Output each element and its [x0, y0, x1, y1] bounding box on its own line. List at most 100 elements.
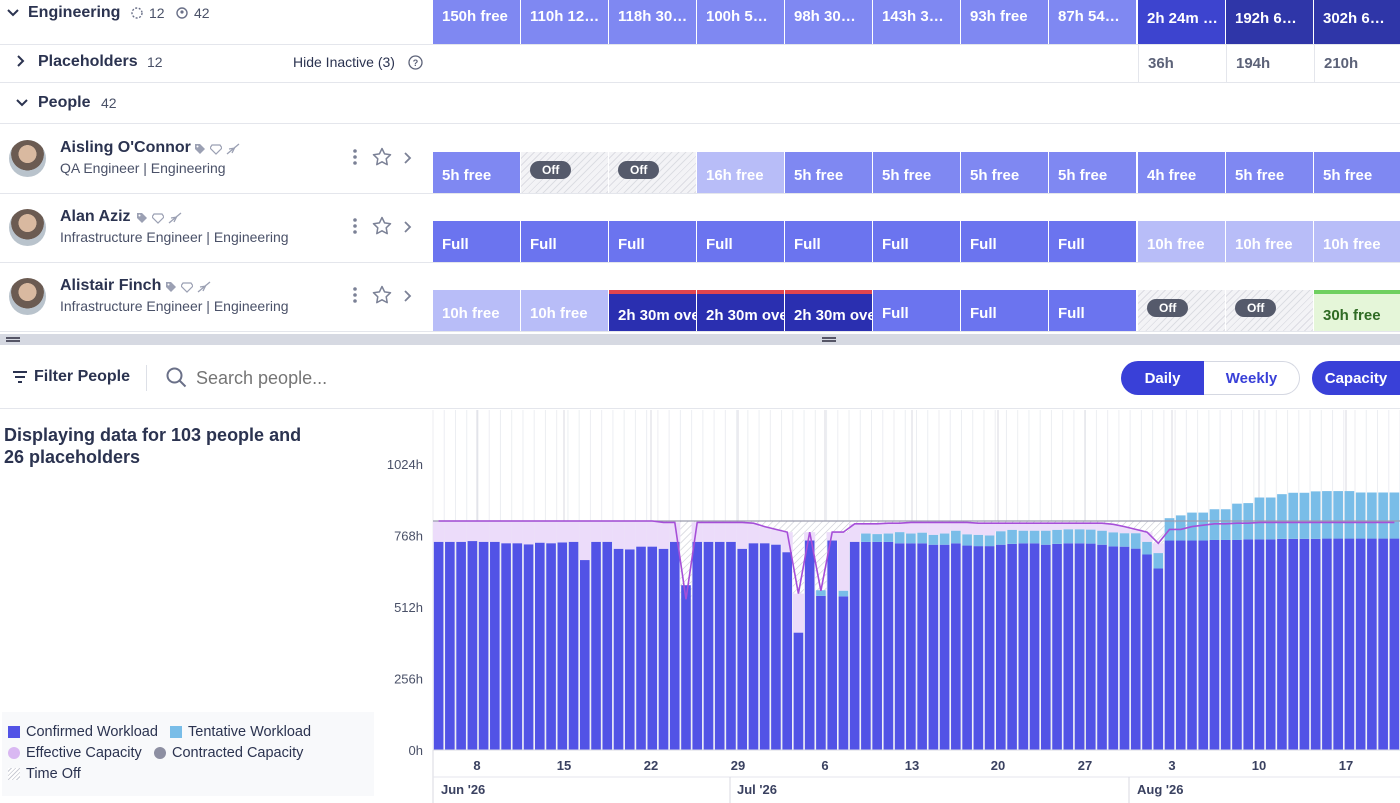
eng-cell[interactable]: 2h 24m … [1138, 0, 1225, 44]
schedule-cell[interactable]: Off [1226, 290, 1313, 331]
schedule-cell[interactable]: Full [785, 221, 872, 262]
eng-cell[interactable]: 100h 5… [697, 0, 784, 44]
avatar[interactable] [9, 278, 46, 315]
splitter-handle-left[interactable] [6, 337, 20, 342]
help-icon[interactable]: ? [407, 54, 423, 70]
placeholder-cell[interactable]: 194h [1226, 45, 1314, 82]
favorite-star-icon[interactable] [372, 147, 392, 167]
view-weekly-button[interactable]: Weekly [1204, 361, 1300, 395]
eng-cell[interactable]: 98h 30… [785, 0, 872, 44]
avatar[interactable] [9, 209, 46, 246]
view-daily-button[interactable]: Daily [1121, 361, 1204, 395]
schedule-cell[interactable]: 30h free [1314, 290, 1400, 331]
legend-tentative[interactable]: Tentative Workload [170, 724, 311, 740]
chevron-right-icon[interactable] [404, 151, 414, 165]
schedule-cell[interactable]: Full [873, 221, 960, 262]
eng-cell[interactable]: 87h 54… [1049, 0, 1136, 44]
eng-cell[interactable]: 143h 3… [873, 0, 960, 44]
filter-icon[interactable] [11, 369, 29, 385]
schedule-cell[interactable]: Full [609, 221, 696, 262]
placeholder-cell[interactable]: 36h [1138, 45, 1226, 82]
legend-effective[interactable]: Effective Capacity [8, 745, 142, 761]
confirmed-bar [1119, 546, 1130, 750]
schedule-cell[interactable]: Full [433, 221, 520, 262]
avatar[interactable] [9, 140, 46, 177]
eng-cell[interactable]: 93h free [961, 0, 1048, 44]
schedule-cell[interactable]: Off [521, 152, 608, 193]
more-options-icon[interactable] [350, 217, 360, 237]
eng-cell[interactable]: 110h 12… [521, 0, 608, 44]
schedule-cell[interactable]: 16h free [697, 152, 784, 193]
eng-cell[interactable]: 150h free [433, 0, 520, 44]
group-placeholders-label[interactable]: Placeholders [38, 53, 138, 70]
schedule-cell[interactable]: 4h free [1138, 152, 1225, 193]
schedule-cell[interactable]: 5h free [785, 152, 872, 193]
schedule-cell[interactable]: Full [697, 221, 784, 262]
legend-contracted[interactable]: Contracted Capacity [154, 745, 303, 761]
splitter-handle-center[interactable] [822, 337, 836, 342]
schedule-cell[interactable]: 5h free [1226, 152, 1313, 193]
favorite-star-icon[interactable] [372, 216, 392, 236]
panel-splitter[interactable] [0, 334, 1400, 345]
schedule-cell[interactable]: 5h free [873, 152, 960, 193]
confirmed-bar [996, 544, 1006, 750]
schedule-cell[interactable]: 10h free [1226, 221, 1313, 262]
schedule-cell[interactable]: 10h free [521, 290, 608, 331]
person-name[interactable]: Alistair Finch [60, 277, 162, 294]
schedule-cell[interactable]: Off [609, 152, 696, 193]
chevron-right-icon[interactable] [404, 220, 414, 234]
placeholder-cell[interactable]: 210h [1314, 45, 1400, 82]
schedule-cell[interactable]: 2h 30m ove [697, 290, 784, 331]
schedule-cell[interactable]: 5h free [433, 152, 520, 193]
schedule-cell[interactable]: Full [961, 221, 1048, 262]
time-off-band [1130, 520, 1142, 530]
schedule-cell[interactable]: 10h free [1314, 221, 1400, 262]
schedule-cell[interactable]: 2h 30m ove [609, 290, 696, 331]
schedule-cell[interactable]: Full [961, 290, 1048, 331]
schedule-cell[interactable]: Full [521, 221, 608, 262]
eng-cell[interactable]: 192h 6… [1226, 0, 1313, 44]
confirmed-bar [658, 548, 669, 750]
group-people-label[interactable]: People [38, 94, 91, 111]
time-off-band [860, 520, 872, 524]
schedule-cell[interactable]: Full [1049, 221, 1136, 262]
schedule-cell[interactable]: 5h free [1314, 152, 1400, 193]
confirmed-bar [1265, 539, 1276, 750]
tentative-bar [1018, 530, 1029, 544]
chevron-down-icon[interactable] [6, 6, 20, 20]
hide-inactive-toggle[interactable]: Hide Inactive (3) [293, 54, 395, 70]
more-options-icon[interactable] [350, 148, 360, 168]
capacity-headroom [1096, 523, 1108, 531]
filter-people-button[interactable]: Filter People [34, 368, 131, 385]
schedule-cell[interactable]: 2h 30m ove [785, 290, 872, 331]
legend-confirmed[interactable]: Confirmed Workload [8, 724, 158, 740]
schedule-cell[interactable]: Full [1049, 290, 1136, 331]
eng-cell[interactable]: 118h 30… [609, 0, 696, 44]
confirmed-bar [951, 543, 961, 750]
chevron-right-icon[interactable] [404, 289, 414, 303]
person-name[interactable]: Alan Aziz [60, 208, 131, 225]
schedule-cell[interactable]: 10h free [1138, 221, 1225, 262]
schedule-cell[interactable]: 5h free [961, 152, 1048, 193]
row-divider [0, 193, 1400, 194]
capacity-headroom [938, 522, 951, 534]
skill-icon [151, 211, 165, 224]
x-tick-label: 29 [731, 758, 745, 773]
person-name[interactable]: Aisling O'Connor [60, 139, 191, 156]
chevron-down-icon[interactable] [15, 96, 29, 110]
capacity-button[interactable]: Capacity [1312, 361, 1400, 395]
more-options-icon[interactable] [350, 286, 360, 306]
skill-icon [180, 280, 194, 293]
eng-cell[interactable]: 302h 6… [1314, 0, 1400, 44]
schedule-cell[interactable]: Full [873, 290, 960, 331]
schedule-cell[interactable]: 5h free [1049, 152, 1136, 193]
group-engineering-label[interactable]: Engineering [28, 4, 121, 21]
legend-time-off[interactable]: Time Off [8, 766, 81, 782]
group-people-count: 42 [101, 95, 117, 111]
chevron-right-icon[interactable] [14, 54, 28, 68]
capacity-headroom [1051, 523, 1063, 530]
search-input[interactable] [196, 363, 456, 393]
favorite-star-icon[interactable] [372, 285, 392, 305]
schedule-cell[interactable]: 10h free [433, 290, 520, 331]
schedule-cell[interactable]: Off [1138, 290, 1225, 331]
